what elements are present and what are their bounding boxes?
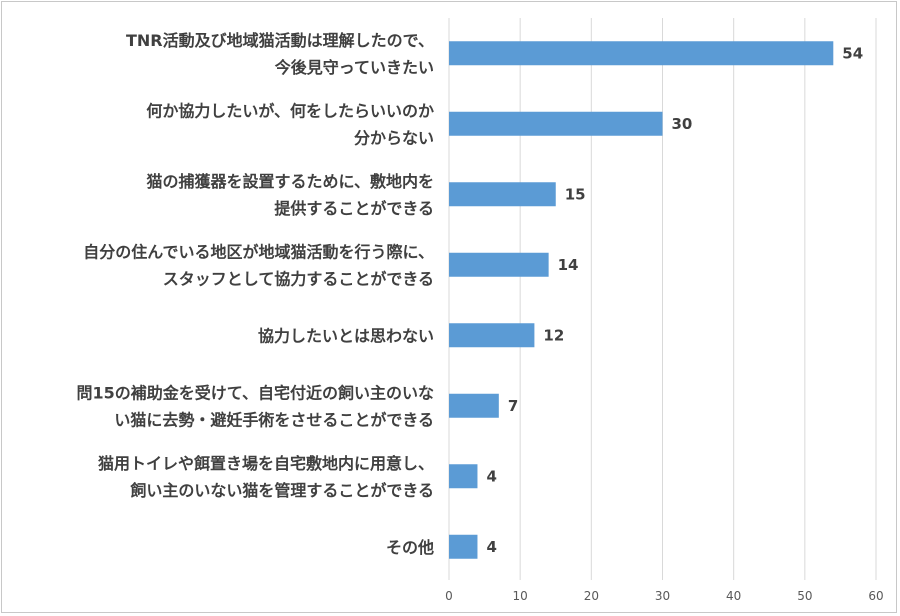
data-label: 14 [558,256,579,274]
bar [449,111,663,136]
category-label: その他 [386,538,434,557]
category-label: スタッフとして協力することができる [163,269,434,288]
x-tick-label: 20 [584,589,599,603]
category-label: 協力したいとは思わない [258,326,434,345]
category-label: 分からない [354,128,434,147]
data-label: 7 [508,397,518,415]
data-labels: 54 30 15 14 12 7 4 4 [486,44,863,556]
category-label: 飼い主のいない猫を管理することができる [129,481,434,500]
x-tick-label: 30 [655,589,670,603]
x-tick-label: 60 [868,589,883,603]
data-label: 54 [842,44,863,62]
bar [449,41,834,66]
bar [449,464,478,489]
data-label: 4 [486,467,496,485]
bar [449,323,535,348]
data-label: 4 [486,538,496,556]
x-axis-tick-labels: 0 10 20 30 40 50 60 [445,589,883,603]
category-labels: TNR活動及び地域猫活動は理解したので、今後見守っていきたい何か協力したいが、何… [77,31,434,557]
bar [449,393,499,418]
bar [449,252,549,277]
x-tick-label: 50 [797,589,812,603]
category-label: TNR活動及び地域猫活動は理解したので、 [126,31,434,50]
category-label: 猫用トイレや餌置き場を自宅敷地内に用意し、 [98,454,434,473]
x-tick-label: 0 [445,589,453,603]
category-label: 何か協力したいが、何をしたらいいのか [146,101,434,120]
bar [449,534,478,559]
data-label: 12 [543,326,564,344]
data-label: 15 [565,185,586,203]
category-label: 提供することができる [274,199,434,218]
bars [449,41,834,559]
category-label: 自分の住んでいる地区が地域猫活動を行う際に、 [83,242,434,261]
x-tick-label: 10 [513,589,528,603]
category-label: 猫の捕獲器を設置するために、敷地内を [146,172,434,191]
bar [449,182,556,207]
data-label: 30 [672,115,693,133]
category-label: 問15の補助金を受けて、自宅付近の飼い主のいな [77,383,434,402]
category-label: い猫に去勢・避妊手術をさせることができる [114,410,434,429]
x-tick-label: 40 [726,589,741,603]
gridlines [448,18,877,580]
category-label: 今後見守っていきたい [274,58,434,77]
